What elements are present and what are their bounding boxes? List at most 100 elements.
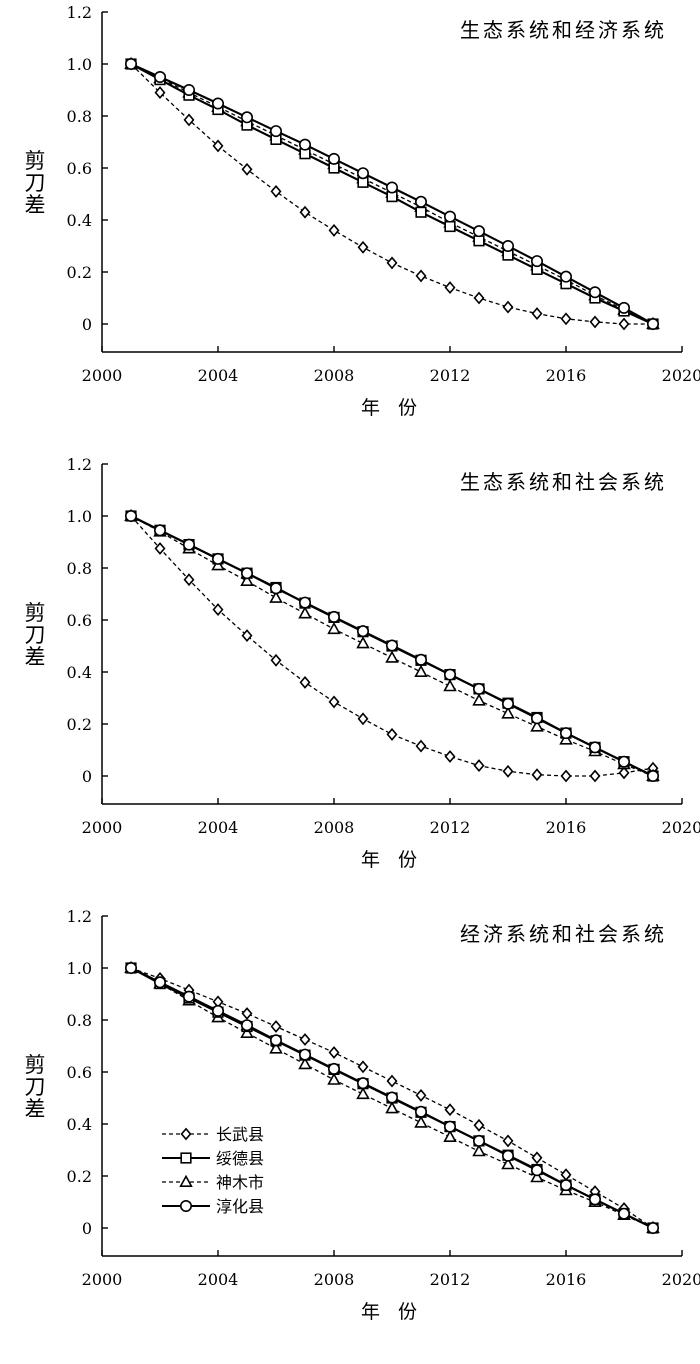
chart-title: 生态系统和社会系统 <box>460 470 667 494</box>
data-point-diamond <box>560 769 572 783</box>
data-point-diamond <box>183 573 195 587</box>
data-point-circle <box>501 240 514 253</box>
data-point-triangle <box>530 1170 544 1183</box>
data-point-circle <box>646 769 659 782</box>
data-point-circle <box>472 1134 485 1147</box>
y-tick-label: 0 <box>82 767 92 786</box>
x-tick-label: 2004 <box>198 1270 239 1289</box>
y-tick-label: 1.0 <box>67 959 92 978</box>
data-point-diamond <box>386 727 398 741</box>
data-point-diamond <box>473 1118 485 1132</box>
data-point-circle <box>241 1019 254 1032</box>
chart-panel-3: 0 0.2 0.4 0.6 0.8 1.0 1.2 2000 2004 2008 2012 2016 2… <box>25 907 700 1323</box>
data-point-circle <box>385 1091 398 1104</box>
data-point-circle <box>588 1193 601 1206</box>
data-point-triangle <box>443 1129 457 1142</box>
data-point-circle <box>501 697 514 710</box>
data-point-circle <box>269 1034 282 1047</box>
data-point-diamond <box>473 291 485 305</box>
y-tick-label: 1.2 <box>67 907 92 926</box>
data-point-circle <box>414 653 427 666</box>
data-point-diamond <box>328 223 340 237</box>
data-point-diamond <box>502 300 514 314</box>
data-point-diamond <box>473 759 485 773</box>
x-tick-label: 2008 <box>314 818 355 837</box>
y-tick-label: 0.2 <box>67 263 92 282</box>
data-point-circle <box>241 111 254 124</box>
data-point-circle <box>298 138 311 151</box>
data-point-diamond <box>241 629 253 643</box>
data-point-circle <box>472 225 485 238</box>
legend-label: 淳化县 <box>216 1197 264 1216</box>
data-point-diamond <box>415 1088 427 1102</box>
series-神木市 <box>124 508 660 782</box>
data-point-triangle <box>472 693 486 706</box>
data-point-triangle <box>472 1144 486 1157</box>
data-point-diamond <box>415 269 427 283</box>
data-point-diamond <box>299 1033 311 1046</box>
data-point-circle <box>356 625 369 638</box>
x-tick-label: 2020 <box>662 366 700 385</box>
x-tick-label: 2008 <box>314 1270 355 1289</box>
y-tick-label: 0.4 <box>67 211 92 230</box>
data-point-circle <box>327 1062 340 1075</box>
data-point-diamond <box>241 162 253 176</box>
data-point-circle <box>269 125 282 138</box>
data-point-diamond <box>444 281 456 295</box>
data-point-circle <box>154 976 167 989</box>
data-point-circle <box>125 57 138 70</box>
data-point-triangle <box>414 1115 428 1128</box>
data-point-circle <box>241 567 254 580</box>
data-point-triangle <box>240 573 254 587</box>
data-point-diamond <box>618 317 630 331</box>
data-point-diamond <box>560 1168 572 1182</box>
data-point-triangle <box>298 606 312 619</box>
data-point-circle <box>443 1120 456 1133</box>
data-point-circle <box>183 538 196 551</box>
data-point-diamond <box>183 113 195 127</box>
data-point-diamond <box>560 312 572 326</box>
y-tick-label: 1.0 <box>67 507 92 526</box>
chart-panel-2: 0 0.2 0.4 0.6 0.8 1.0 1.2 2000 2004 2008 2012 2016 2… <box>25 455 700 871</box>
data-point-circle <box>530 255 543 268</box>
data-point-circle <box>154 71 167 84</box>
data-point-triangle <box>269 590 283 603</box>
x-tick-label: 2012 <box>430 1270 471 1289</box>
data-point-triangle <box>385 650 399 663</box>
data-point-triangle <box>356 636 370 649</box>
data-point-triangle <box>356 1086 370 1100</box>
legend-marker-circle <box>180 1200 193 1213</box>
x-tick-label: 2020 <box>662 818 700 837</box>
data-point-diamond <box>589 315 601 329</box>
data-point-diamond <box>618 766 630 780</box>
x-tick-label: 2000 <box>82 366 123 385</box>
data-point-circle <box>559 727 572 740</box>
x-axis-label: 年 份 <box>361 1301 423 1323</box>
data-point-diamond <box>154 542 166 555</box>
data-point-circle <box>646 1222 659 1235</box>
series-长武县 <box>125 961 659 1235</box>
data-point-circle <box>356 167 369 180</box>
data-point-circle <box>414 195 427 208</box>
data-point-diamond <box>502 764 514 778</box>
data-point-circle <box>183 84 196 97</box>
data-point-triangle <box>501 1157 515 1170</box>
y-axis-label: 剪刀差 <box>25 1053 46 1121</box>
legend-label: 神木市 <box>216 1173 264 1192</box>
data-point-circle <box>588 286 601 299</box>
data-point-circle <box>212 97 225 110</box>
data-point-triangle <box>385 1101 399 1114</box>
data-point-diamond <box>241 1007 253 1020</box>
y-tick-label: 0.6 <box>67 1063 92 1082</box>
data-point-square <box>415 206 427 218</box>
data-point-circle <box>617 301 630 314</box>
data-point-diamond <box>328 695 340 709</box>
x-axis-label: 年 份 <box>361 397 423 419</box>
data-point-diamond <box>154 86 166 100</box>
data-point-circle <box>269 582 282 595</box>
data-point-square <box>473 235 485 247</box>
data-point-circle <box>125 509 138 522</box>
data-point-diamond <box>270 653 282 667</box>
data-point-diamond <box>270 1020 282 1033</box>
